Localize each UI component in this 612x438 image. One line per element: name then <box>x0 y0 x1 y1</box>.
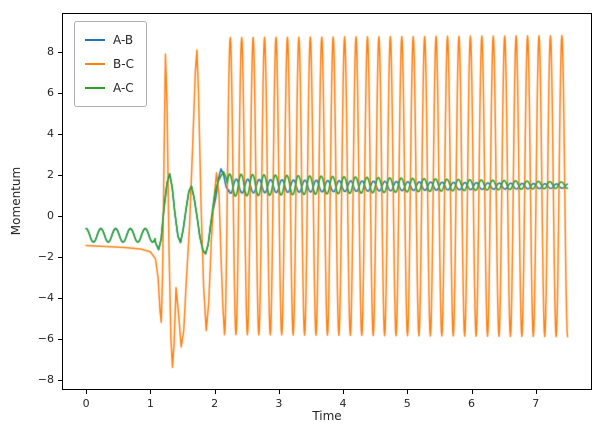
x-tick-label: 7 <box>532 397 540 410</box>
x-tick-mark <box>535 390 537 394</box>
x-tick-mark <box>407 390 409 394</box>
y-tick-mark <box>58 51 62 53</box>
x-tick-label: 1 <box>146 397 154 410</box>
y-tick-label: −6 <box>37 331 54 345</box>
x-tick-label: 5 <box>403 397 411 410</box>
legend-entry: A-B <box>85 28 134 52</box>
legend-label: B-C <box>113 57 134 71</box>
y-tick-mark <box>58 297 62 299</box>
x-tick-label: 4 <box>339 397 347 410</box>
y-tick-label: 8 <box>47 44 54 58</box>
x-tick-mark <box>471 390 473 394</box>
legend-label: A-B <box>113 33 134 47</box>
y-tick-mark <box>58 256 62 258</box>
legend-label: A-C <box>113 81 134 95</box>
legend: A-B B-C A-C <box>74 21 147 107</box>
y-tick-mark <box>58 92 62 94</box>
y-tick-label: 4 <box>47 126 54 140</box>
y-tick-label: 2 <box>47 167 54 181</box>
y-tick-mark <box>58 215 62 217</box>
x-tick-mark <box>278 390 280 394</box>
y-tick-label: −2 <box>37 249 54 263</box>
y-tick-label: −8 <box>37 372 54 386</box>
x-tick-label: 6 <box>468 397 476 410</box>
y-tick-mark <box>58 133 62 135</box>
legend-line-swatch <box>85 63 105 65</box>
y-tick-mark <box>58 379 62 381</box>
y-tick-label: −4 <box>37 290 54 304</box>
y-tick-label: 0 <box>47 208 54 222</box>
x-tick-mark <box>86 390 88 394</box>
legend-line-swatch <box>85 87 105 89</box>
x-tick-label: 2 <box>211 397 219 410</box>
x-axis-label: Time <box>312 409 342 423</box>
y-tick-label: 6 <box>47 85 54 99</box>
x-tick-label: 3 <box>275 397 283 410</box>
x-tick-mark <box>150 390 152 394</box>
legend-line-swatch <box>85 39 105 41</box>
y-tick-mark <box>58 174 62 176</box>
x-tick-mark <box>343 390 345 394</box>
x-tick-mark <box>214 390 216 394</box>
legend-entry: A-C <box>85 76 134 100</box>
y-tick-mark <box>58 338 62 340</box>
x-tick-label: 0 <box>82 397 90 410</box>
legend-entry: B-C <box>85 52 134 76</box>
